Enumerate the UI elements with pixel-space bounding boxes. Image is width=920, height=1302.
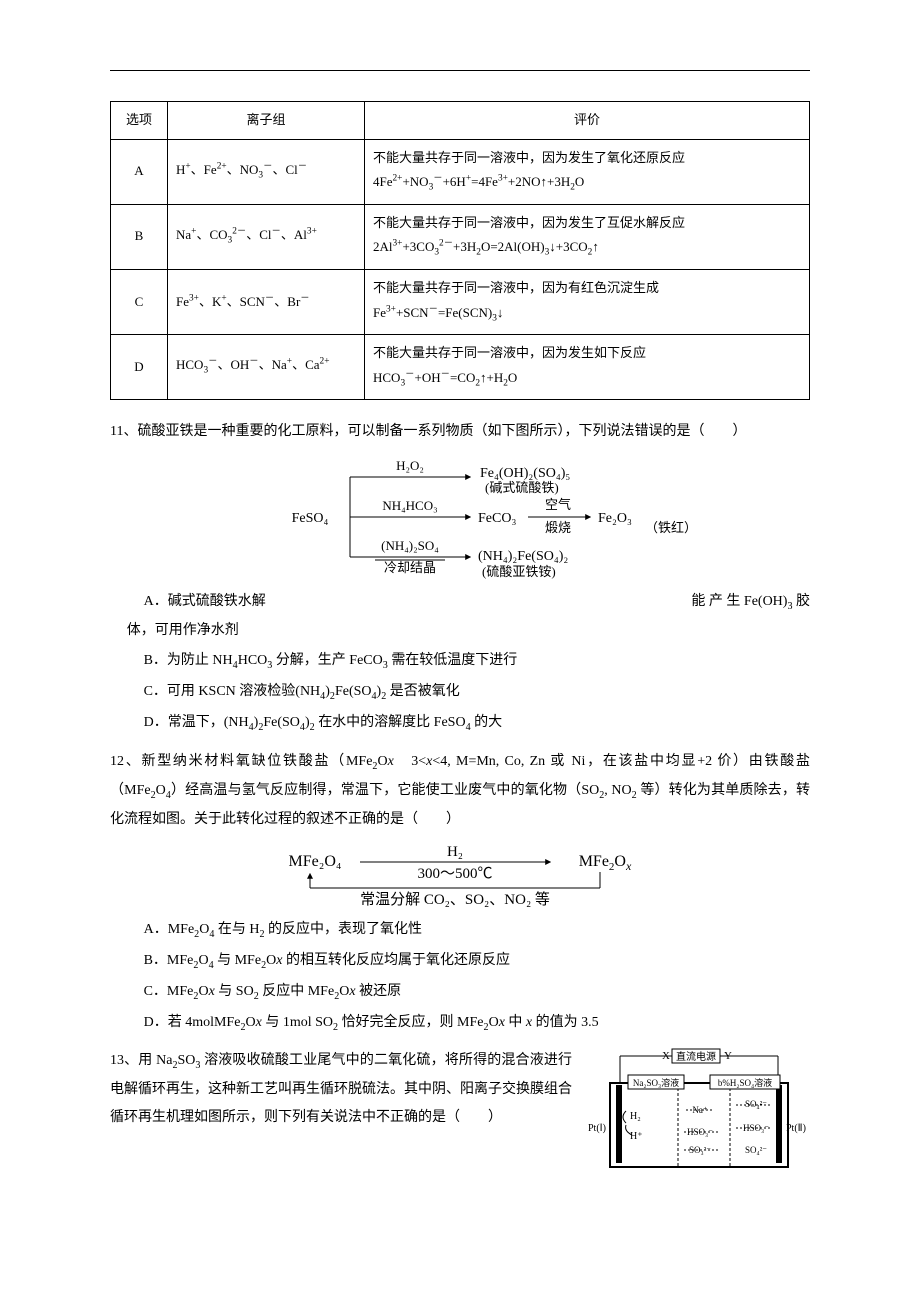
svg-text:(NH₄)₂Fe(SO₄)₂: (NH₄)₂Fe(SO₄)₂ [478, 549, 568, 564]
cell-eval: 不能大量共存于同一溶液中，因为发生了互促水解反应 2Al3++3CO32－+3H… [365, 204, 810, 269]
svg-text:H₂: H₂ [630, 1111, 641, 1122]
cell-eval: 不能大量共存于同一溶液中，因为发生了氧化还原反应 4Fe2++NO3－+6H+=… [365, 139, 810, 204]
svg-text:Pt(Ⅰ): Pt(Ⅰ) [588, 1123, 606, 1134]
svg-text:Fe₄(OH)₂(SO₄)₅: Fe₄(OH)₂(SO₄)₅ [480, 466, 570, 481]
svg-text:（铁红）: （铁红） [645, 520, 697, 535]
svg-text:NH₄HCO₃: NH₄HCO₃ [382, 498, 437, 513]
svg-text:(碱式硫酸铁): (碱式硫酸铁) [485, 480, 559, 495]
svg-text:Fe₂O₃: Fe₂O₃ [598, 511, 632, 526]
q11-reaction-scheme: FeSO₄ H₂O₂ Fe₄(OH)₂(SO₄)₅ (碱式硫酸铁) NH₄HCO… [220, 452, 700, 582]
svg-text:MFe2Ox: MFe2Ox [579, 853, 632, 873]
svg-text:FeSO₄: FeSO₄ [292, 511, 329, 526]
svg-text:(硫酸亚铁铵): (硫酸亚铁铵) [482, 564, 556, 579]
table-row: A H+、Fe2+、NO3－、Cl－ 不能大量共存于同一溶液中，因为发生了氧化还… [111, 139, 810, 204]
ion-coexistence-table: 选项 离子组 评价 A H+、Fe2+、NO3－、Cl－ 不能大量共存于同一溶液… [110, 101, 810, 400]
svg-text:空气: 空气 [545, 497, 571, 512]
svg-text:SO₄²⁻: SO₄²⁻ [745, 1099, 767, 1109]
q11-option-B: B．为防止 NH4HCO3 分解，生产 FeCO3 需在较低温度下进行 [144, 647, 810, 676]
svg-text:(NH₄)₂SO₄: (NH₄)₂SO₄ [381, 538, 439, 553]
cell-opt: B [111, 204, 168, 269]
question-11-stem: 11、硫酸亚铁是一种重要的化工原料，可以制备一系列物质（如下图所示），下列说法错… [110, 418, 810, 446]
svg-text:直流电源: 直流电源 [676, 1050, 716, 1063]
svg-text:常温分解 CO₂、SO₂、NO₂ 等: 常温分解 CO₂、SO₂、NO₂ 等 [360, 890, 550, 908]
svg-text:煅烧: 煅烧 [545, 520, 571, 535]
svg-text:H⁺: H⁺ [630, 1131, 643, 1142]
cell-eval: 不能大量共存于同一溶液中，因为发生如下反应 HCO3－+OH－=CO2↑+H2O [365, 334, 810, 399]
svg-text:H₂: H₂ [447, 844, 463, 860]
cell-ions: Fe3+、K+、SCN－、Br－ [168, 269, 365, 334]
cell-opt: D [111, 334, 168, 399]
q11-option-D: D．常温下，(NH4)2Fe(SO4)2 在水中的溶解度比 FeSO4 的大 [144, 709, 810, 738]
q11-option-A-cont: 体，可用作净水剂 [127, 617, 810, 645]
svg-text:H₂O₂: H₂O₂ [396, 458, 424, 473]
q13-electrolysis-diagram: X 直流电源 Y Pt(Ⅰ) Pt(Ⅱ) Na₂SO₃溶液 b%H₂SO₄溶液 … [580, 1047, 810, 1177]
cell-eval: 不能大量共存于同一溶液中，因为有红色沉淀生成 Fe3++SCN－=Fe(SCN)… [365, 269, 810, 334]
th-option: 选项 [111, 102, 168, 140]
svg-text:冷却结晶: 冷却结晶 [384, 560, 436, 575]
q12-option-C: C．MFe2Ox 与 SO2 反应中 MFe2Ox 被还原 [144, 978, 810, 1007]
question-12-stem: 12、新型纳米材料氧缺位铁酸盐（MFe2Ox 3<x<4, M=Mn, Co, … [110, 748, 810, 834]
q12-option-A: A．MFe2O4 在与 H2 的反应中，表现了氧化性 [144, 916, 810, 945]
svg-text:Pt(Ⅱ): Pt(Ⅱ) [786, 1123, 806, 1134]
svg-text:b%H₂SO₄溶液: b%H₂SO₄溶液 [718, 1077, 772, 1088]
cell-opt: C [111, 269, 168, 334]
table-row: C Fe3+、K+、SCN－、Br－ 不能大量共存于同一溶液中，因为有红色沉淀生… [111, 269, 810, 334]
svg-text:FeCO₃: FeCO₃ [478, 511, 516, 526]
q11-option-C: C．可用 KSCN 溶液检验(NH4)2Fe(SO4)2 是否被氧化 [144, 678, 810, 707]
table-row: D HCO3－、OH－、Na+、Ca2+ 不能大量共存于同一溶液中，因为发生如下… [111, 334, 810, 399]
svg-text:MFe₂O₄: MFe₂O₄ [289, 853, 342, 870]
q11-option-A: A．碱式硫酸铁水解 能 产 生 Fe(OH)3 胶 [144, 588, 810, 617]
question-13: X 直流电源 Y Pt(Ⅰ) Pt(Ⅱ) Na₂SO₃溶液 b%H₂SO₄溶液 … [110, 1047, 810, 1177]
svg-text:SO₄²⁻: SO₄²⁻ [745, 1145, 767, 1155]
svg-text:Na₂SO₃溶液: Na₂SO₃溶液 [633, 1077, 679, 1088]
cell-ions: HCO3－、OH－、Na+、Ca2+ [168, 334, 365, 399]
table-row: B Na+、CO32－、Cl－、Al3+ 不能大量共存于同一溶液中，因为发生了互… [111, 204, 810, 269]
q12-option-D: D．若 4molMFe2Ox 与 1mol SO2 恰好完全反应，则 MFe2O… [144, 1009, 810, 1038]
cell-ions: Na+、CO32－、Cl－、Al3+ [168, 204, 365, 269]
question-13-stem: 13、用 Na2SO3 溶液吸收硫酸工业尾气中的二氧化硫，将所得的混合液进行电解… [110, 1053, 572, 1125]
th-eval: 评价 [365, 102, 810, 140]
q12-option-B: B．MFe2O4 与 MFe2Ox 的相互转化反应均属于氧化还原反应 [144, 947, 810, 976]
svg-text:300～500℃: 300～500℃ [417, 866, 492, 882]
cell-opt: A [111, 139, 168, 204]
th-ions: 离子组 [168, 102, 365, 140]
cell-ions: H+、Fe2+、NO3－、Cl－ [168, 139, 365, 204]
q12-cycle-diagram: MFe₂O₄ H₂ 300～500℃ MFe2Ox 常温分解 CO₂、SO₂、N… [250, 840, 670, 910]
